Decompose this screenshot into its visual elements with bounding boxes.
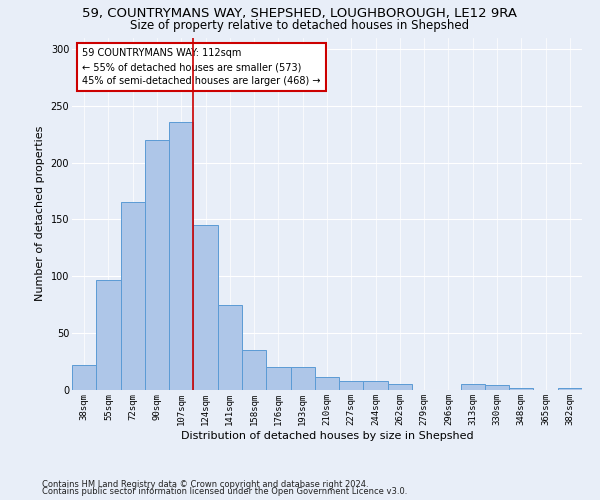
Bar — [193, 225, 218, 390]
Bar — [461, 384, 485, 390]
Text: Size of property relative to detached houses in Shepshed: Size of property relative to detached ho… — [130, 18, 470, 32]
Text: Contains public sector information licensed under the Open Government Licence v3: Contains public sector information licen… — [42, 488, 407, 496]
Bar — [364, 381, 388, 390]
Y-axis label: Number of detached properties: Number of detached properties — [35, 126, 45, 302]
Text: 59, COUNTRYMANS WAY, SHEPSHED, LOUGHBOROUGH, LE12 9RA: 59, COUNTRYMANS WAY, SHEPSHED, LOUGHBORO… — [83, 8, 517, 20]
Bar — [485, 386, 509, 390]
Bar — [315, 378, 339, 390]
Bar — [96, 280, 121, 390]
Bar — [72, 365, 96, 390]
X-axis label: Distribution of detached houses by size in Shepshed: Distribution of detached houses by size … — [181, 430, 473, 440]
Bar — [290, 368, 315, 390]
Bar — [169, 122, 193, 390]
Bar — [145, 140, 169, 390]
Bar — [558, 388, 582, 390]
Bar — [509, 388, 533, 390]
Bar — [388, 384, 412, 390]
Bar — [242, 350, 266, 390]
Bar — [339, 381, 364, 390]
Text: Contains HM Land Registry data © Crown copyright and database right 2024.: Contains HM Land Registry data © Crown c… — [42, 480, 368, 489]
Text: 59 COUNTRYMANS WAY: 112sqm
← 55% of detached houses are smaller (573)
45% of sem: 59 COUNTRYMANS WAY: 112sqm ← 55% of deta… — [82, 48, 320, 86]
Bar — [218, 304, 242, 390]
Bar — [121, 202, 145, 390]
Bar — [266, 368, 290, 390]
